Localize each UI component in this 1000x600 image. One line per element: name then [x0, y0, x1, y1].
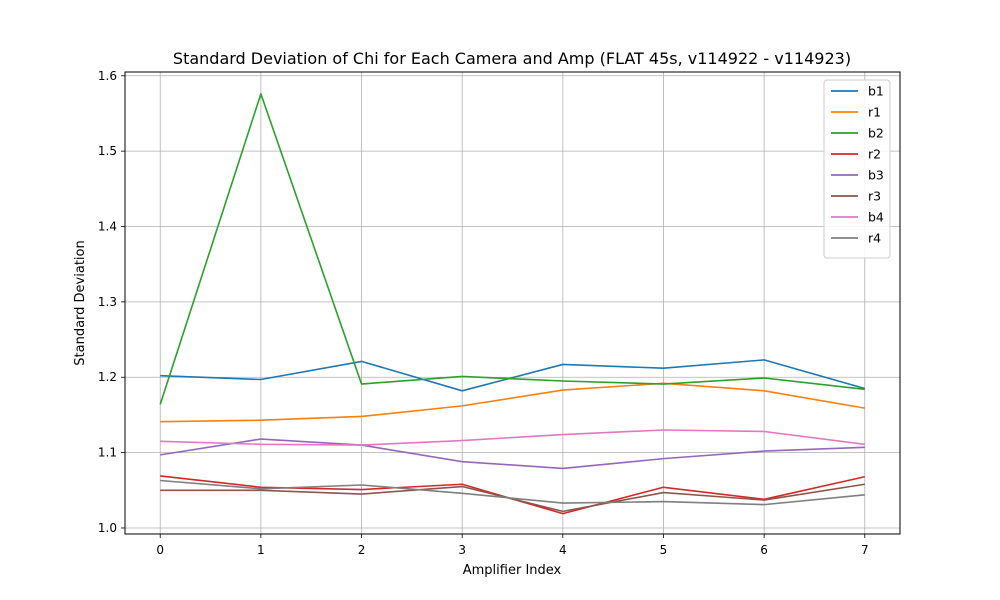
legend-label-b4: b4 — [868, 210, 884, 225]
series-lines — [159, 93, 865, 515]
legend-label-b2: b2 — [868, 126, 884, 141]
y-tick-label: 1.3 — [98, 295, 117, 309]
x-tick-label: 6 — [760, 543, 768, 557]
x-tick-label: 3 — [458, 543, 466, 557]
y-tick-label: 1.4 — [98, 220, 117, 234]
x-tick-label: 1 — [257, 543, 265, 557]
x-tick-label: 2 — [358, 543, 366, 557]
y-tick-label: 1.5 — [98, 144, 117, 158]
x-tick-label: 0 — [156, 543, 164, 557]
legend: b1 r1 b2 r2 b3 r3 b4 r4 — [823, 79, 891, 259]
x-tick-label: 7 — [861, 543, 869, 557]
series-line-r1 — [160, 382, 865, 423]
series-line-b4 — [160, 429, 865, 446]
y-tick-label: 1.2 — [98, 370, 117, 384]
legend-label-r1: r1 — [868, 105, 881, 120]
series-line-b1 — [160, 359, 865, 392]
chart-title: Standard Deviation of Chi for Each Camer… — [173, 49, 851, 68]
axis-ticks: 0 1 2 3 4 5 6 7 1.0 1.1 1.2 1.3 1.4 1.5 1.6 — [98, 69, 869, 557]
y-tick-label: 1.1 — [98, 446, 117, 460]
legend-label-b1: b1 — [868, 84, 884, 99]
series-line-r4 — [160, 479, 865, 506]
x-tick-label: 4 — [559, 543, 567, 557]
legend-label-r3: r3 — [868, 189, 881, 204]
y-tick-label: 1.0 — [98, 521, 117, 535]
legend-label-b3: b3 — [868, 168, 884, 183]
series-line-b3 — [160, 438, 865, 470]
legend-box — [823, 79, 891, 259]
y-axis-label: Standard Deviation — [73, 240, 88, 365]
y-tick-label: 1.6 — [98, 69, 117, 83]
legend-label-r4: r4 — [868, 231, 881, 246]
legend-label-r2: r2 — [868, 147, 881, 162]
plot-frame — [124, 71, 901, 535]
series-line-b2 — [159, 93, 865, 405]
x-tick-label: 5 — [660, 543, 668, 557]
x-axis-label: Amplifier Index — [463, 563, 562, 578]
